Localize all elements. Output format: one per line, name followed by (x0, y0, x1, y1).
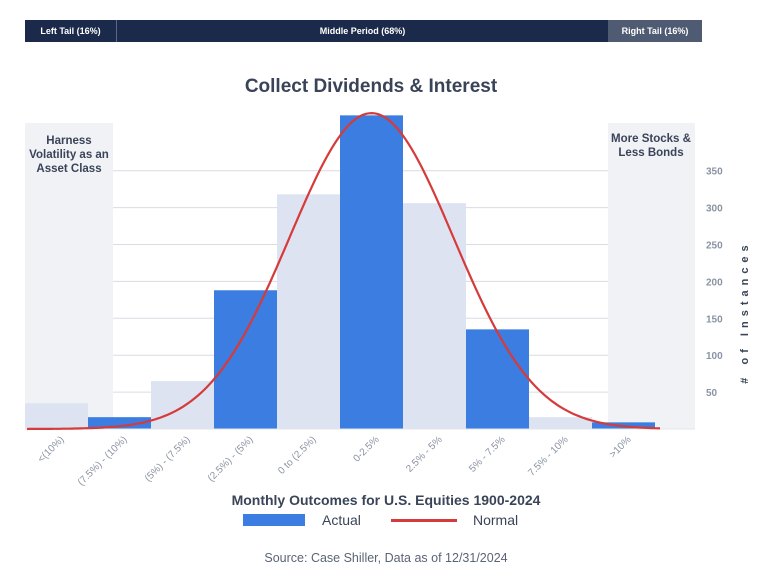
right-tail-header: Right Tail (16%) (608, 20, 702, 42)
x-tick-label: 7.5% - 10% (526, 434, 570, 478)
x-tick-label: 5% - 7.5% (467, 434, 507, 474)
x-tick-label: (7.5%) - (10%) (76, 434, 130, 488)
bar (214, 290, 277, 429)
right-panel-caption: More Stocks & Less Bonds (611, 133, 691, 159)
band-bar (403, 203, 466, 429)
y-tick-label: 50 (706, 388, 718, 399)
x-tick-label: >10% (608, 434, 634, 460)
y-tick-label: 350 (706, 167, 723, 178)
x-tick-label: 0 to (2.5%) (276, 434, 318, 476)
x-axis-title: Monthly Outcomes for U.S. Equities 1900-… (231, 492, 541, 508)
source-note: Source: Case Shiller, Data as of 12/31/2… (264, 551, 508, 565)
left-panel-caption: Harness Volatility as an Asset Class (29, 135, 109, 175)
left-tail-panel (25, 123, 113, 429)
x-tick-label: 0-2.5% (351, 434, 381, 464)
legend-actual-label: Actual (322, 512, 361, 528)
x-tick-label: <(10%) (36, 434, 67, 465)
y-axis-label: # of Instances (739, 240, 751, 383)
x-tick-label: 2.5% - 5% (404, 434, 444, 474)
left-tail-header: Left Tail (16%) (25, 20, 117, 42)
middle-period-header: Middle Period (68%) (117, 20, 608, 42)
normal-curve (26, 111, 661, 431)
chart-title: Collect Dividends & Interest (244, 76, 498, 97)
x-tick-label: (5%) - (7.5%) (143, 434, 193, 484)
bar (340, 115, 403, 429)
legend-normal-line (391, 519, 457, 522)
y-tick-label: 300 (706, 204, 723, 215)
band-bar (25, 403, 88, 429)
legend-actual-swatch (243, 514, 305, 526)
bar (88, 417, 151, 429)
y-tick-label: 250 (706, 241, 723, 252)
legend-normal-label: Normal (473, 512, 519, 528)
band-bar (529, 417, 592, 429)
y-tick-label: 150 (706, 314, 723, 325)
y-tick-label: 200 (706, 277, 723, 288)
bar (466, 329, 529, 429)
band-bar (277, 194, 340, 429)
y-tick-label: 100 (706, 351, 723, 362)
x-tick-label: (2.5%) - (5%) (206, 434, 256, 484)
right-tail-panel (608, 123, 695, 429)
chart-plot: 50 100 150 200 250 300 350 # of Instances <(10%)… (25, 111, 751, 488)
